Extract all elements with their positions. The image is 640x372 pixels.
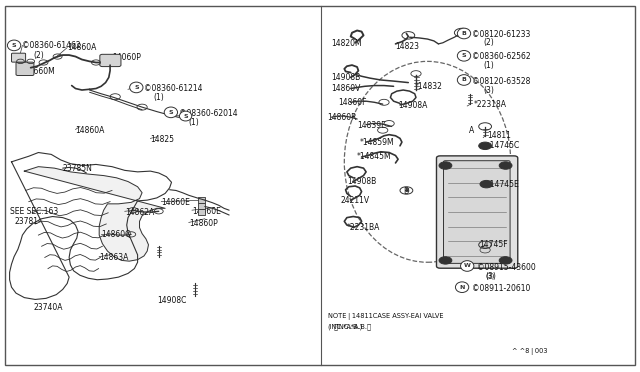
Bar [198, 197, 205, 203]
Text: S: S [183, 113, 188, 119]
Text: 14863A: 14863A [99, 253, 129, 262]
Text: *14832: *14832 [415, 82, 443, 91]
Circle shape [480, 180, 493, 188]
Text: 14745F: 14745F [479, 240, 508, 249]
Text: 14908C: 14908C [157, 296, 186, 305]
FancyBboxPatch shape [436, 156, 518, 268]
Ellipse shape [458, 51, 470, 61]
Text: ©08360-62014: ©08360-62014 [179, 109, 238, 118]
Bar [198, 203, 205, 209]
Text: 14860A: 14860A [67, 43, 97, 52]
Text: 14825: 14825 [150, 135, 174, 144]
Text: *2231BA: *2231BA [347, 223, 380, 232]
Text: ©08360-61462: ©08360-61462 [22, 41, 81, 50]
Text: (3): (3) [485, 272, 496, 280]
Text: 23740A: 23740A [33, 303, 63, 312]
Text: 23781-: 23781- [14, 217, 41, 226]
FancyBboxPatch shape [16, 62, 34, 76]
Text: B: B [461, 31, 467, 36]
Ellipse shape [458, 28, 470, 39]
Text: ©08120-63528: ©08120-63528 [472, 77, 531, 86]
Text: N: N [460, 285, 465, 290]
Text: 14862A: 14862A [125, 208, 154, 217]
FancyBboxPatch shape [100, 54, 121, 67]
Text: 14860Q: 14860Q [101, 230, 131, 239]
Ellipse shape [179, 111, 192, 121]
Text: 14860E: 14860E [161, 198, 190, 207]
Text: (INC.*A.B.): (INC.*A.B.) [328, 323, 363, 330]
Ellipse shape [458, 75, 470, 85]
Text: *14845M: *14845M [357, 153, 392, 161]
Ellipse shape [164, 107, 177, 118]
Circle shape [499, 162, 512, 169]
Text: 14060P: 14060P [112, 53, 141, 62]
Text: S: S [12, 43, 17, 48]
Text: (2): (2) [483, 38, 494, 47]
Circle shape [479, 142, 492, 150]
Text: ©08911-20610: ©08911-20610 [472, 284, 531, 293]
Text: 14908B: 14908B [332, 73, 361, 82]
Text: 22660M: 22660M [24, 67, 55, 76]
Text: W: W [464, 263, 470, 269]
FancyBboxPatch shape [444, 161, 510, 263]
Text: 《INC.*A.B.》: 《INC.*A.B.》 [334, 323, 372, 330]
Text: 14860V: 14860V [332, 84, 361, 93]
Text: ©08120-61233: ©08120-61233 [472, 30, 531, 39]
Text: 14860A: 14860A [76, 126, 105, 135]
Circle shape [439, 257, 452, 264]
Polygon shape [24, 167, 165, 261]
Text: *14859M: *14859M [360, 138, 394, 147]
Circle shape [499, 257, 512, 264]
Text: 14860E: 14860E [192, 207, 221, 216]
Text: 14860F: 14860F [338, 98, 367, 107]
Text: ©08915-43600: ©08915-43600 [477, 263, 536, 272]
Text: (1): (1) [189, 118, 200, 126]
Text: -14745C: -14745C [488, 141, 520, 150]
Text: 24211V: 24211V [340, 196, 370, 205]
Text: 14820M: 14820M [332, 39, 362, 48]
Text: (2): (2) [33, 51, 44, 60]
Ellipse shape [456, 282, 468, 292]
Ellipse shape [130, 82, 143, 93]
Text: NOTE❘14811CASE ASSY-EAI VALVE: NOTE❘14811CASE ASSY-EAI VALVE [328, 314, 443, 320]
Text: S: S [461, 53, 467, 58]
Text: *22318A: *22318A [474, 100, 507, 109]
Text: 14860R: 14860R [328, 113, 357, 122]
Text: ©08360-62562: ©08360-62562 [472, 52, 531, 61]
Circle shape [439, 162, 452, 169]
Bar [198, 209, 205, 215]
Ellipse shape [8, 40, 20, 51]
Text: 14908B: 14908B [347, 177, 376, 186]
FancyBboxPatch shape [12, 53, 26, 62]
Ellipse shape [461, 261, 474, 271]
Text: 14811: 14811 [488, 131, 511, 140]
Text: (3): (3) [485, 273, 495, 279]
Text: S: S [168, 110, 173, 115]
Text: (3): (3) [483, 86, 494, 94]
Text: B: B [404, 188, 409, 193]
Text: A: A [468, 126, 474, 135]
Text: ^ ^8❘003: ^ ^8❘003 [512, 348, 547, 355]
Text: 14839E: 14839E [357, 121, 386, 130]
Text: ©08360-61214: ©08360-61214 [144, 84, 202, 93]
Text: (1): (1) [483, 61, 494, 70]
Text: S: S [134, 85, 139, 90]
Text: B: B [461, 77, 467, 83]
Text: -14745E: -14745E [488, 180, 520, 189]
Text: 14823: 14823 [396, 42, 420, 51]
Text: 14860P: 14860P [189, 219, 218, 228]
Text: SEE SEC.163: SEE SEC.163 [10, 207, 58, 216]
Text: 14908A: 14908A [398, 101, 428, 110]
Text: (1): (1) [154, 93, 164, 102]
Text: 23785N: 23785N [63, 164, 93, 173]
Text: B: B [403, 187, 408, 196]
